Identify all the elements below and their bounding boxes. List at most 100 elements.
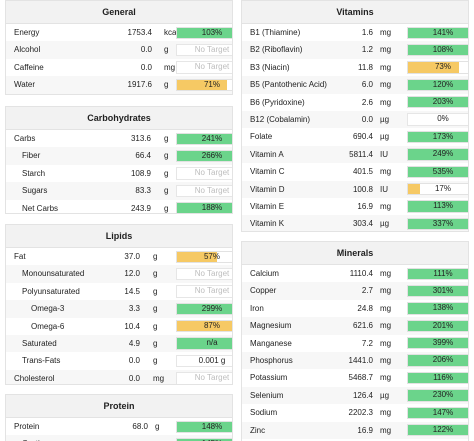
- target-progress-bar[interactable]: 17%: [407, 183, 468, 196]
- target-progress-bar[interactable]: 111%: [407, 267, 468, 280]
- nutrient-row[interactable]: Trans-Fats 0.0 g 0.001 g: [6, 352, 232, 369]
- nutrient-amount: 4.9: [128, 338, 140, 348]
- nutrient-row[interactable]: Selenium 126.4 µg 230%: [242, 386, 468, 405]
- nutrient-row[interactable]: Caffeine 0.0 mg No Target: [6, 59, 232, 76]
- nutrient-row[interactable]: Magnesium 621.6 mg 201%: [242, 317, 468, 335]
- target-progress-bar[interactable]: 120%: [407, 78, 468, 92]
- nutrient-name: Cystine: [22, 435, 49, 441]
- nutrient-row[interactable]: B12 (Cobalamin) 0.0 µg 0%: [242, 110, 468, 129]
- nutrient-row[interactable]: Omega-6 10.4 g 87%: [6, 318, 232, 335]
- nutrient-row[interactable]: Sodium 2202.3 mg 147%: [242, 404, 468, 421]
- nutrient-unit: mg: [380, 201, 392, 211]
- progress-fill: [408, 285, 468, 297]
- protein-panel-title[interactable]: Protein: [6, 395, 232, 418]
- nutrient-row[interactable]: Cystine g 145%: [6, 435, 232, 441]
- nutrient-name: Zinc: [250, 425, 266, 435]
- target-progress-bar[interactable]: 113%: [407, 200, 468, 213]
- target-progress-bar[interactable]: No Target: [176, 184, 232, 198]
- minerals-panel-title[interactable]: Minerals: [242, 242, 468, 265]
- nutrient-row[interactable]: Net Carbs 243.9 g 188%: [6, 200, 232, 213]
- target-progress-bar[interactable]: No Target: [176, 167, 232, 180]
- target-progress-bar[interactable]: No Target: [176, 267, 232, 281]
- target-progress-bar[interactable]: 188%: [176, 202, 232, 213]
- target-progress-bar[interactable]: No Target: [176, 61, 232, 74]
- target-progress-bar[interactable]: 230%: [407, 389, 468, 402]
- target-progress-bar[interactable]: 138%: [407, 302, 468, 315]
- nutrient-row[interactable]: Carbs 313.6 g 241%: [6, 130, 232, 147]
- target-progress-bar[interactable]: No Target: [176, 43, 232, 57]
- nutrient-row[interactable]: Vitamin D 100.8 IU 17%: [242, 180, 468, 198]
- nutrient-row[interactable]: Fiber 66.4 g 266%: [6, 147, 232, 165]
- target-progress-bar[interactable]: 299%: [176, 302, 232, 316]
- target-progress-bar[interactable]: 535%: [407, 165, 468, 179]
- nutrient-row[interactable]: Calcium 1110.4 mg 111%: [242, 265, 468, 282]
- target-progress-bar[interactable]: 399%: [407, 337, 468, 350]
- nutrient-row[interactable]: Zinc 16.9 mg 122%: [242, 421, 468, 439]
- nutrient-row[interactable]: Omega-3 3.3 g 299%: [6, 300, 232, 318]
- nutrient-row[interactable]: Sugars 83.3 g No Target: [6, 182, 232, 200]
- nutrient-amount: 10.4: [124, 321, 140, 331]
- nutrient-row[interactable]: B5 (Pantothenic Acid) 6.0 mg 120%: [242, 76, 468, 94]
- nutrient-row[interactable]: Cholesterol 0.0 mg No Target: [6, 369, 232, 384]
- nutrient-row[interactable]: Iron 24.8 mg 138%: [242, 300, 468, 317]
- target-progress-bar[interactable]: 0.001 g: [176, 354, 232, 368]
- general-panel-title[interactable]: General: [6, 1, 232, 24]
- target-progress-bar[interactable]: 0%: [407, 113, 468, 126]
- nutrient-row[interactable]: Folate 690.4 µg 173%: [242, 128, 468, 145]
- target-progress-bar[interactable]: 203%: [407, 96, 468, 109]
- target-progress-bar[interactable]: 147%: [407, 406, 468, 420]
- nutrient-row[interactable]: Water 1917.6 g 71%: [6, 76, 232, 94]
- target-progress-bar[interactable]: 57%: [176, 250, 232, 263]
- nutrient-row[interactable]: Polyunsaturated 14.5 g No Target: [6, 283, 232, 300]
- carbohydrates-panel-title[interactable]: Carbohydrates: [6, 107, 232, 130]
- target-progress-bar[interactable]: n/a: [176, 337, 232, 350]
- target-progress-bar[interactable]: 103%: [176, 26, 232, 39]
- nutrient-row[interactable]: Fat 37.0 g 57%: [6, 248, 232, 265]
- nutrient-row[interactable]: B6 (Pyridoxine) 2.6 mg 203%: [242, 94, 468, 111]
- nutrient-name: Monounsaturated: [22, 269, 85, 279]
- target-progress-bar[interactable]: 337%: [407, 217, 468, 231]
- nutrient-row[interactable]: Potassium 5468.7 mg 116%: [242, 369, 468, 386]
- target-progress-bar[interactable]: 301%: [407, 284, 468, 298]
- target-progress-bar[interactable]: 266%: [176, 149, 232, 163]
- nutrient-row[interactable]: Starch 108.9 g No Target: [6, 165, 232, 182]
- target-progress-bar[interactable]: 71%: [176, 78, 232, 92]
- nutrient-row[interactable]: Monounsaturated 12.0 g No Target: [6, 265, 232, 283]
- nutrient-row[interactable]: Copper 2.7 mg 301%: [242, 282, 468, 300]
- target-progress-bar[interactable]: 249%: [407, 148, 468, 161]
- nutrient-row[interactable]: Energy 1753.4 kcal 103%: [6, 24, 232, 41]
- nutrient-row[interactable]: Protein 68.0 g 148%: [6, 418, 232, 435]
- target-progress-bar[interactable]: 141%: [407, 26, 468, 39]
- target-progress-bar[interactable]: 173%: [407, 130, 468, 144]
- nutrient-row[interactable]: B1 (Thiamine) 1.6 mg 141%: [242, 24, 468, 41]
- nutrient-row[interactable]: Alcohol 0.0 g No Target: [6, 41, 232, 59]
- vitamins-panel-title[interactable]: Vitamins: [242, 1, 468, 24]
- nutrient-row[interactable]: B3 (Niacin) 11.8 mg 73%: [242, 59, 468, 76]
- target-progress-bar[interactable]: 145%: [176, 437, 232, 441]
- progress-label: 148%: [201, 421, 223, 431]
- target-progress-bar[interactable]: 116%: [407, 371, 468, 385]
- target-progress-bar[interactable]: 87%: [176, 320, 232, 333]
- target-progress-bar[interactable]: 122%: [407, 424, 468, 437]
- nutrient-row[interactable]: Manganese 7.2 mg 399%: [242, 335, 468, 352]
- target-progress-bar[interactable]: 108%: [407, 43, 468, 57]
- nutrient-row[interactable]: Vitamin A 5811.4 IU 249%: [242, 145, 468, 164]
- nutrient-amount: 2.6: [361, 97, 373, 107]
- nutrient-unit: mg: [153, 373, 165, 383]
- target-progress-bar[interactable]: No Target: [176, 372, 232, 384]
- nutrient-amount: 2.7: [361, 286, 373, 296]
- nutrient-row[interactable]: Vitamin K 303.4 µg 337%: [242, 215, 468, 231]
- lipids-panel-title[interactable]: Lipids: [6, 225, 232, 248]
- target-progress-bar[interactable]: No Target: [176, 285, 232, 298]
- nutrient-row[interactable]: Vitamin E 16.9 mg 113%: [242, 198, 468, 215]
- nutrient-row[interactable]: B2 (Riboflavin) 1.2 mg 108%: [242, 41, 468, 59]
- progress-fill: [177, 438, 232, 441]
- target-progress-bar[interactable]: 241%: [176, 132, 232, 145]
- target-progress-bar[interactable]: 73%: [407, 61, 468, 74]
- target-progress-bar[interactable]: 201%: [407, 319, 468, 333]
- target-progress-bar[interactable]: 206%: [407, 354, 468, 367]
- nutrient-row[interactable]: Phosphorus 1441.0 mg 206%: [242, 351, 468, 370]
- nutrient-row[interactable]: Saturated 4.9 g n/a: [6, 334, 232, 353]
- target-progress-bar[interactable]: 148%: [176, 420, 232, 433]
- nutrient-row[interactable]: Vitamin C 401.5 mg 535%: [242, 163, 468, 180]
